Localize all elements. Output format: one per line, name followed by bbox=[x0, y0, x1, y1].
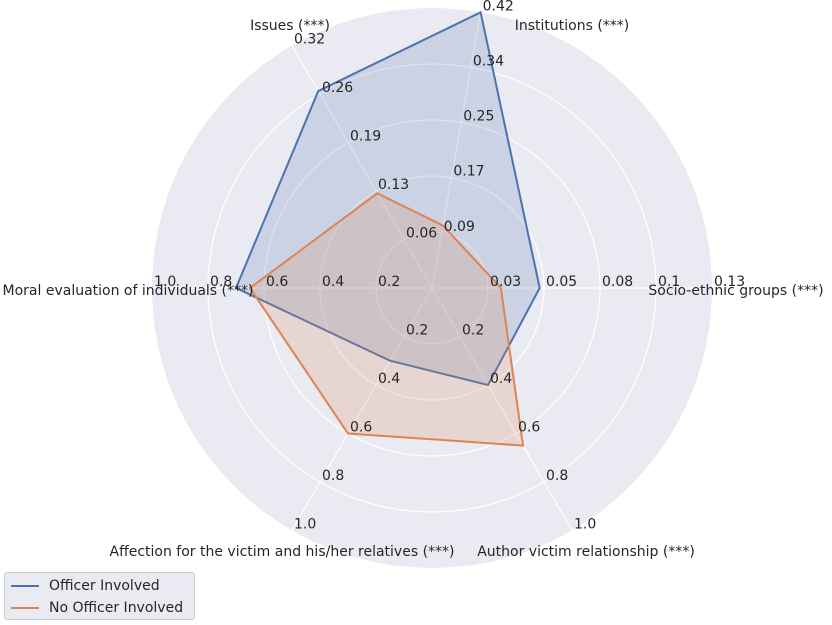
tick-label-3-3: 0.6 bbox=[518, 420, 540, 436]
tick-label-4-2: 0.4 bbox=[378, 371, 400, 387]
legend-item-officer: Officer Involved bbox=[11, 575, 188, 597]
tick-label-1-2: 0.17 bbox=[453, 164, 484, 180]
axis-label-1: Institutions (***) bbox=[515, 18, 630, 34]
legend-swatch-no-officer bbox=[11, 607, 39, 609]
tick-label-5-2: 0.4 bbox=[322, 274, 344, 290]
axis-label-2: Socio-ethnic groups (***) bbox=[648, 283, 823, 299]
tick-label-5-3: 0.6 bbox=[266, 274, 288, 290]
legend-swatch-officer bbox=[11, 585, 39, 587]
tick-label-4-3: 0.6 bbox=[350, 420, 372, 436]
tick-label-1-3: 0.25 bbox=[463, 109, 494, 125]
tick-label-6-1: 0.06 bbox=[406, 226, 437, 242]
tick-label-6-3: 0.19 bbox=[350, 129, 381, 145]
axis-label-6: Issues (***) bbox=[250, 18, 330, 34]
tick-label-2-2: 0.05 bbox=[546, 274, 577, 290]
tick-label-3-4: 0.8 bbox=[546, 468, 568, 484]
tick-label-6-4: 0.26 bbox=[322, 80, 353, 96]
tick-label-3-5: 1.0 bbox=[574, 517, 596, 533]
tick-label-5-1: 0.2 bbox=[378, 274, 400, 290]
tick-label-6-2: 0.13 bbox=[378, 177, 409, 193]
tick-label-2-1: 0.03 bbox=[490, 274, 521, 290]
tick-label-1-1: 0.09 bbox=[444, 219, 475, 235]
axis-label-3: Author victim relationship (***) bbox=[477, 544, 695, 560]
legend-label-officer: Officer Involved bbox=[49, 578, 160, 594]
tick-label-1-5: 0.42 bbox=[483, 0, 514, 14]
tick-label-1-4: 0.34 bbox=[473, 53, 504, 69]
legend: Officer Involved No Officer Involved bbox=[4, 572, 195, 620]
legend-label-no-officer: No Officer Involved bbox=[49, 600, 183, 616]
legend-item-no-officer: No Officer Involved bbox=[11, 597, 188, 619]
tick-label-2-3: 0.08 bbox=[602, 274, 633, 290]
tick-label-4-1: 0.2 bbox=[406, 323, 428, 339]
axis-label-4: Affection for the victim and his/her rel… bbox=[110, 544, 455, 560]
tick-label-4-4: 0.8 bbox=[322, 468, 344, 484]
tick-label-3-1: 0.2 bbox=[462, 323, 484, 339]
tick-label-4-5: 1.0 bbox=[294, 517, 316, 533]
axis-label-5: Moral evaluation of individuals (***) bbox=[3, 283, 254, 299]
tick-label-3-2: 0.4 bbox=[490, 371, 512, 387]
